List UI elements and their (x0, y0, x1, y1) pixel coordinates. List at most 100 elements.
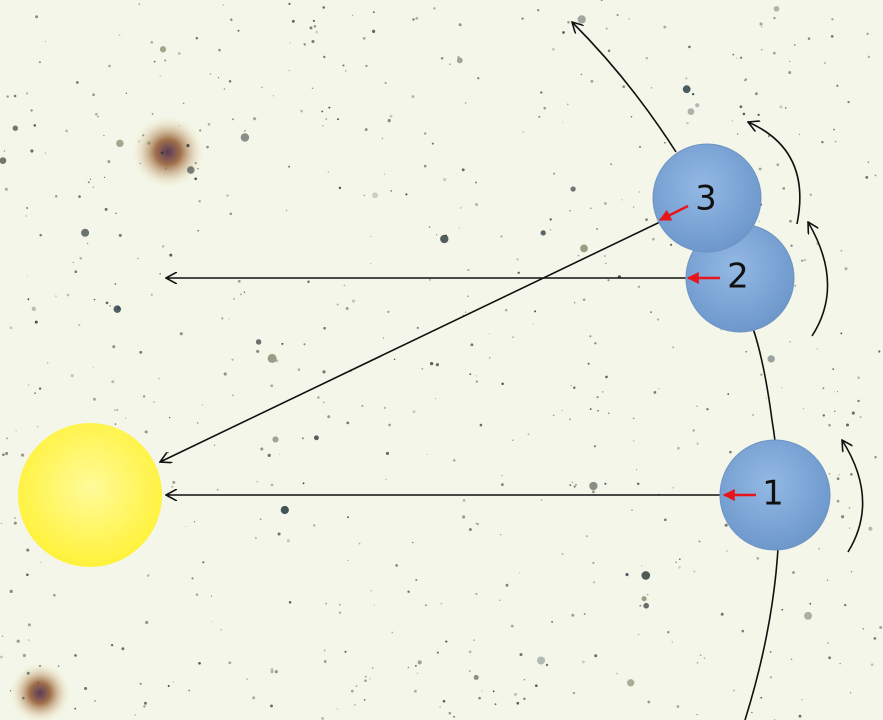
star (462, 515, 466, 519)
star (552, 414, 555, 417)
star (672, 346, 674, 349)
star (848, 527, 851, 529)
star (607, 279, 610, 282)
star (569, 418, 571, 421)
star (571, 613, 575, 617)
star (6, 95, 9, 98)
star (570, 186, 576, 192)
star (561, 553, 564, 555)
star (161, 245, 165, 248)
star (724, 523, 728, 527)
star (580, 244, 588, 253)
star (436, 651, 439, 654)
star (596, 395, 599, 399)
star (567, 103, 569, 105)
star (675, 561, 677, 564)
star (468, 650, 472, 654)
star (759, 22, 763, 26)
star (534, 684, 538, 688)
star (540, 230, 546, 236)
star (372, 192, 378, 199)
star (33, 124, 37, 127)
star (767, 355, 775, 363)
star (832, 368, 835, 370)
star (532, 323, 534, 325)
star (505, 583, 509, 587)
star (143, 701, 147, 705)
star (197, 167, 199, 170)
star (307, 280, 310, 283)
star (428, 278, 431, 281)
star (74, 270, 78, 274)
star (210, 595, 213, 597)
star (171, 486, 174, 488)
star (836, 499, 840, 503)
star (867, 161, 870, 163)
star (362, 37, 366, 40)
star (873, 637, 877, 640)
star (302, 482, 305, 485)
star (84, 686, 88, 691)
star (26, 671, 30, 675)
star (92, 186, 94, 188)
star (789, 341, 791, 343)
star (78, 195, 81, 198)
star (371, 667, 374, 669)
star (685, 77, 688, 80)
star (639, 604, 642, 607)
star (512, 439, 514, 441)
star (150, 41, 154, 44)
star (572, 691, 576, 695)
star (197, 229, 199, 232)
star (739, 105, 743, 109)
star (16, 639, 20, 643)
star (270, 670, 274, 674)
star (834, 391, 836, 393)
star (369, 263, 372, 265)
star (693, 570, 696, 573)
star (285, 209, 288, 212)
star (164, 166, 168, 170)
star (650, 311, 652, 314)
star (201, 404, 203, 406)
star (706, 407, 709, 411)
star (448, 711, 452, 715)
star (216, 488, 219, 491)
star (198, 661, 201, 665)
motion-arc (842, 440, 864, 553)
star (745, 78, 748, 81)
star (695, 103, 700, 108)
star (92, 93, 95, 97)
star-glow (132, 116, 204, 188)
star (270, 384, 274, 388)
star (232, 118, 234, 121)
star (350, 689, 354, 693)
star (573, 485, 576, 488)
star (323, 401, 325, 403)
star (792, 571, 795, 574)
star (108, 64, 111, 68)
star (382, 337, 384, 339)
star (182, 102, 185, 105)
star (459, 206, 462, 209)
star (240, 293, 242, 296)
star (364, 128, 368, 132)
star (255, 537, 257, 539)
star (240, 133, 250, 142)
star (381, 137, 384, 140)
star (670, 243, 673, 246)
star (663, 25, 667, 29)
star (840, 249, 843, 252)
sight-line (160, 221, 661, 462)
star (158, 377, 160, 380)
star (538, 115, 541, 118)
star (317, 396, 320, 399)
star (44, 152, 47, 154)
star (754, 92, 758, 96)
star (838, 474, 840, 476)
star (769, 650, 772, 653)
star (597, 409, 599, 412)
star (434, 397, 437, 400)
star (794, 284, 796, 287)
